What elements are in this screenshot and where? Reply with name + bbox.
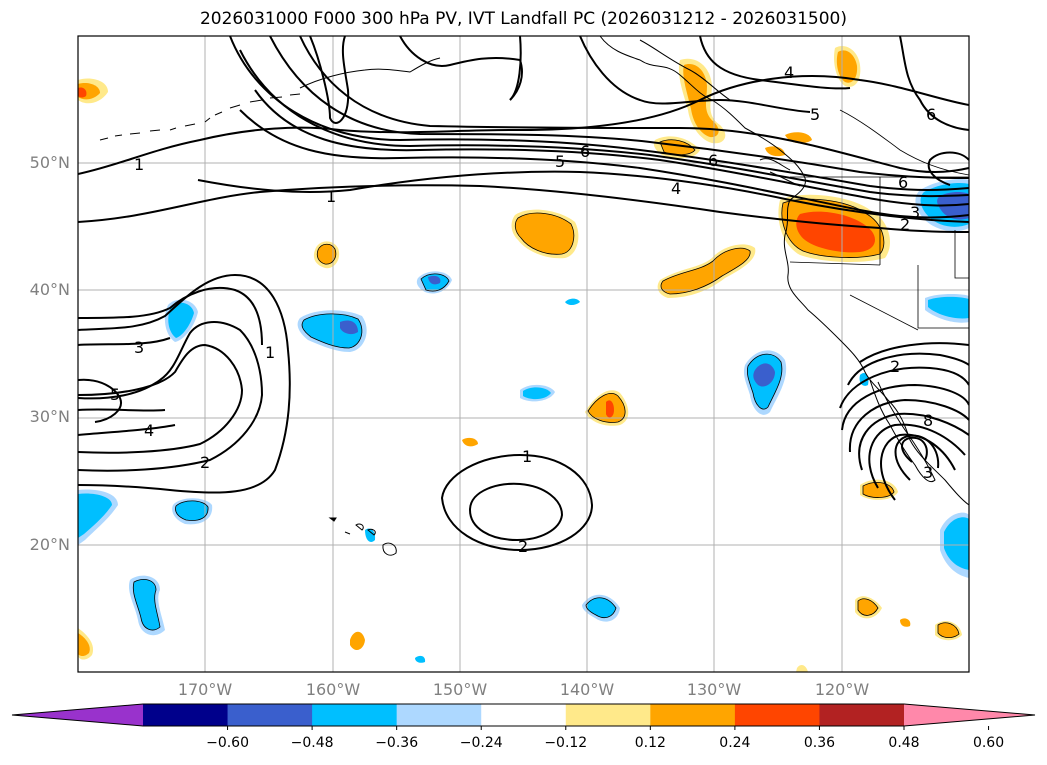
map-frame: [77, 35, 970, 673]
colorbar-bin: [481, 704, 567, 726]
contour-label-2: 2: [518, 537, 528, 556]
contour-label-3: 3: [923, 463, 933, 482]
colorbar-extend-max: [904, 704, 1035, 726]
contour-label-3: 3: [134, 338, 144, 357]
contour-label-6: 6: [708, 151, 718, 170]
contour-label-2: 2: [200, 453, 210, 472]
lon-label-160w: 160°W: [305, 680, 361, 699]
lat-label-40n: 40°N: [29, 280, 70, 299]
lon-label-150w: 150°W: [432, 680, 488, 699]
contour-label-4: 4: [144, 421, 154, 440]
colorbar-tick-label: 0.24: [719, 735, 751, 751]
lon-label-140w: 140°W: [559, 680, 615, 699]
pv-contours: [78, 36, 969, 552]
colorbar-tick-label: 0.60: [972, 735, 1005, 751]
colorbar-tick-label: −0.24: [459, 735, 503, 751]
map-title: 2026031000 F000 300 hPa PV, IVT Landfall…: [199, 9, 847, 29]
contour-label-3: 3: [910, 203, 920, 222]
colorbar-bin: [734, 704, 820, 726]
colorbar-outline: [11, 703, 1036, 727]
colorbar-tick-label: 0.36: [803, 735, 836, 751]
colorbar-bin: [143, 704, 229, 726]
contour-label-2: 2: [900, 215, 910, 234]
colorbar-bin: [227, 704, 313, 726]
colorbar: [11, 703, 1036, 730]
colorbar-tick-label: −0.48: [290, 735, 334, 751]
contour-label-4: 4: [671, 179, 681, 198]
positive-anomaly-regions: [78, 45, 962, 672]
colorbar-bin: [565, 704, 651, 726]
lon-label-130w: 130°W: [686, 680, 742, 699]
contour-label-6: 6: [898, 173, 908, 192]
contour-label-8: 8: [923, 411, 933, 430]
contour-label-2: 2: [890, 357, 900, 376]
colorbar-bin: [819, 704, 905, 726]
contour-label-6: 6: [580, 142, 590, 161]
lat-label-30n: 30°N: [29, 407, 70, 426]
lon-label-170w: 170°W: [177, 680, 233, 699]
lat-label-50n: 50°N: [29, 153, 70, 172]
contour-label-5: 5: [110, 385, 120, 404]
contour-label-1: 1: [326, 187, 336, 206]
anomaly-outlines: [132, 139, 960, 639]
contour-label-1: 1: [522, 447, 532, 466]
colorbar-tick-label: 0.12: [634, 735, 666, 751]
colorbar-tick-label: −0.12: [544, 735, 588, 751]
colorbar-tick-label: 0.48: [888, 735, 920, 751]
lat-label-20n: 20°N: [29, 535, 70, 554]
graticule: [78, 36, 969, 672]
colorbar-tick-label: −0.36: [375, 735, 419, 751]
contour-label-4: 4: [784, 63, 794, 82]
colorbar-tick-label: −0.60: [206, 735, 249, 751]
colorbar-bin: [650, 704, 736, 726]
lon-label-120w: 120°W: [814, 680, 870, 699]
contour-labels: 1 1 1 1 2 2 2 2 3 3 3 4 4 4 5 5 5 6 6 6 …: [110, 63, 936, 556]
colorbar-bin: [312, 704, 398, 726]
contour-label-1: 1: [134, 155, 144, 174]
contour-label-5: 5: [555, 152, 565, 171]
colorbar-extend-min: [12, 704, 143, 726]
contour-label-1: 1: [265, 343, 275, 362]
colorbar-bin: [396, 704, 482, 726]
contour-label-5: 5: [810, 105, 820, 124]
contour-label-6: 6: [926, 105, 936, 124]
coastlines: [99, 36, 969, 556]
